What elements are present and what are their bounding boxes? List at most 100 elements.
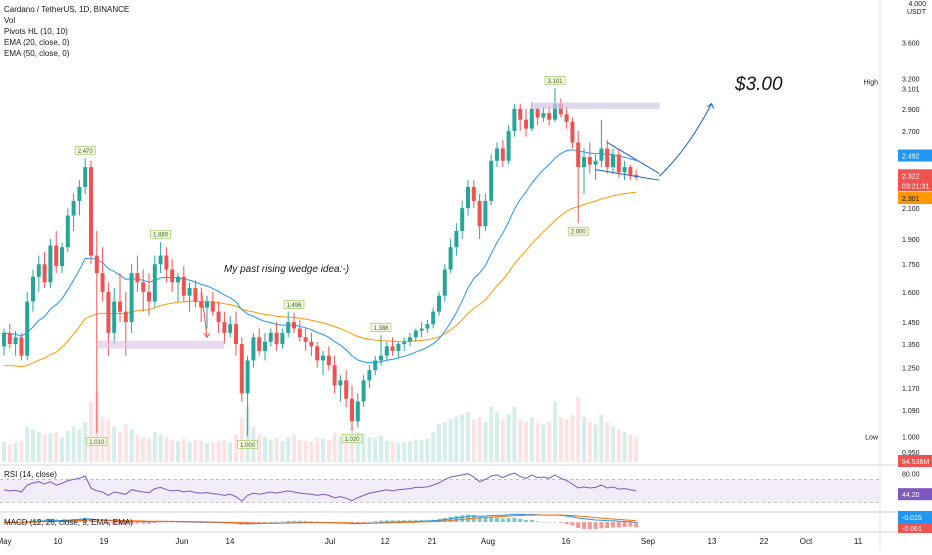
candle-17 <box>100 247 105 302</box>
macd-hist-67 <box>390 520 395 522</box>
legend-symbol[interactable]: Cardano / TetherUS, 1D, BINANCE <box>4 5 130 14</box>
candle-43 <box>251 332 256 368</box>
volume-bar-50 <box>292 434 296 462</box>
macd-hist-83 <box>483 517 488 522</box>
pivot-label-3: 1.000 <box>240 443 256 449</box>
candle-body-70 <box>408 337 412 342</box>
volume-bar-90 <box>524 422 528 462</box>
pivot-4: 1.496 <box>283 300 305 309</box>
candle-29 <box>170 259 175 292</box>
volume-bar-29 <box>170 439 175 462</box>
candle-12 <box>71 193 76 231</box>
volume-bar-63 <box>367 437 372 462</box>
candle-body-94 <box>547 113 552 120</box>
volume-bar-31 <box>181 439 186 462</box>
candle-body-44 <box>257 337 262 351</box>
rsi-legend[interactable]: RSI (14, close) <box>4 470 57 479</box>
volume-bar-107 <box>622 432 627 462</box>
time-label-10: Sep <box>641 537 656 546</box>
candle-41 <box>239 337 244 402</box>
candle-93 <box>541 106 546 122</box>
candle-body-26 <box>152 264 157 302</box>
candle-body-103 <box>599 148 604 161</box>
volume-bar-20 <box>118 432 122 462</box>
rsi-pane: 80.00 44.20 <box>0 472 932 503</box>
pivot-1: 1.880 <box>150 229 171 239</box>
candle-40 <box>234 311 238 356</box>
candle-body-92 <box>535 108 540 118</box>
legend-pivots[interactable]: Pivots HL (10, 10) <box>4 27 68 36</box>
pivot-box-2 <box>86 436 108 446</box>
candle-body-0 <box>2 332 6 347</box>
volume-bar-37 <box>216 441 221 462</box>
volume-bar-5 <box>31 429 35 462</box>
target-annotation: $3.00 <box>734 74 783 95</box>
volume-bar-81 <box>471 419 476 462</box>
rsi-value-badge: 44.20 <box>898 488 932 501</box>
macd-hist-98 <box>570 522 575 526</box>
candle-body-54 <box>315 346 320 361</box>
legend-ema50[interactable]: EMA (50, close, 0) <box>4 49 70 58</box>
candle-body-2 <box>13 337 18 345</box>
candle-89 <box>518 103 523 131</box>
candle-body-83 <box>483 200 488 227</box>
macd-hist-45 <box>263 522 267 523</box>
candle-85 <box>495 142 499 168</box>
candle-33 <box>193 280 198 308</box>
low-label: Low <box>865 434 879 441</box>
candle-37 <box>216 301 221 333</box>
pivot-box-0 <box>74 145 96 155</box>
badge-price-text: 2.322 <box>902 173 920 180</box>
candle-98 <box>570 117 575 149</box>
candle-body-91 <box>529 108 534 129</box>
candle-76 <box>442 264 447 302</box>
volume-bar-73 <box>425 439 430 462</box>
macd-legend[interactable]: MACD (12, 26, close, 9, EMA, EMA) <box>4 518 133 527</box>
macd-hist-89 <box>518 518 523 522</box>
macd-hist-52 <box>303 521 308 522</box>
price-tick-12: 1.090 <box>902 408 920 415</box>
candle-97 <box>564 106 569 129</box>
candle-35 <box>205 295 209 329</box>
macd-hist-49 <box>286 520 291 522</box>
volume-bar-56 <box>326 440 331 462</box>
candle-body-58 <box>338 380 343 386</box>
volume-bar-65 <box>379 436 383 462</box>
macd-hist-70 <box>408 520 412 522</box>
candle-body-60 <box>350 398 354 422</box>
candle-body-63 <box>367 370 372 381</box>
volume-bar-91 <box>529 417 534 462</box>
macd-hist-23 <box>135 522 140 524</box>
macd-hist-105 <box>611 522 615 528</box>
candle-body-50 <box>292 322 296 329</box>
volume-bar-105 <box>611 427 615 462</box>
macd-hist-94 <box>547 522 552 523</box>
volume-bar-3 <box>19 441 24 462</box>
candle-24 <box>141 269 146 312</box>
price-tick-2: 2.900 <box>902 107 920 114</box>
pivot-label-0: 2.470 <box>78 149 94 155</box>
legend-vol[interactable]: Vol <box>4 16 16 25</box>
volume-bar-75 <box>437 424 441 462</box>
volume-bar-12 <box>71 427 76 462</box>
price-tick-6: 1.750 <box>902 262 920 269</box>
time-label-2: 19 <box>100 537 109 546</box>
candle-body-12 <box>71 200 76 216</box>
volume-bar-54 <box>315 438 320 462</box>
macd-hist-28 <box>164 522 169 523</box>
candle-body-3 <box>19 337 24 356</box>
volume-bar-7 <box>42 434 47 462</box>
macd-hist-86 <box>500 518 505 522</box>
ema20-line <box>3 149 637 364</box>
volume-bar-19 <box>112 427 117 462</box>
candle-104 <box>605 140 610 174</box>
candle-39 <box>228 315 233 338</box>
volume-bar-2 <box>13 443 18 462</box>
legend-ema20[interactable]: EMA (20, close, 0) <box>4 38 70 47</box>
macd-hist-69 <box>402 520 407 522</box>
axis-unit-top: 4.000 <box>908 1 926 8</box>
candle-92 <box>535 106 540 126</box>
volume-bar-72 <box>419 440 424 462</box>
